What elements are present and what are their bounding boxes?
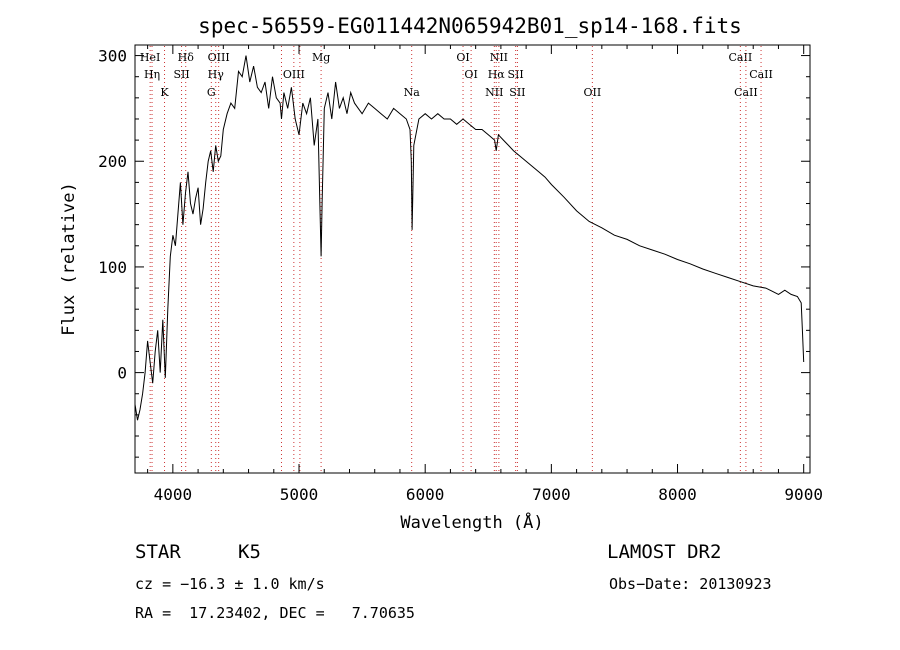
line-marker-label: NII [485,86,503,99]
line-marker-label: CaII [729,51,753,64]
line-marker-label: HeI [140,51,160,64]
x-tick-label: 7000 [532,485,571,504]
line-marker-label: Hγ [208,68,225,81]
x-axis-label: Wavelength (Å) [400,511,543,533]
line-marker-label: OIII [283,68,305,81]
line-marker-label: Hα [488,68,506,81]
x-tick-label: 9000 [784,485,823,504]
spectrum-series [134,55,805,421]
x-tick-label: 5000 [280,485,319,504]
line-marker-label: OI [464,68,477,81]
line-marker-label: Hη [144,68,160,81]
y-tick-label: 200 [98,152,127,171]
line-marker-label: OIII [208,51,230,64]
line-marker-label: CaII [749,68,773,81]
y-tick-label: 100 [98,258,127,277]
line-marker-label: Mg [312,51,330,64]
plot-frame [134,44,811,474]
coordinates: RA = 17.23402, DEC = 7.70635 [135,604,415,622]
y-axis-label: Flux (relative) [59,182,79,336]
line-marker-label: Hδ [178,51,195,64]
line-marker-label: Na [404,86,421,99]
line-marker-label: CaII [734,86,758,99]
x-tick-label: 4000 [154,485,193,504]
axis-ticks: 4000 5000 6000 7000 8000 9000 0 100 200 300 [98,45,823,504]
spectrum-line [134,55,805,421]
redshift-value: cz = −16.3 ± 1.0 km/s [135,575,325,593]
y-tick-label: 300 [98,47,127,66]
x-tick-label: 8000 [658,485,697,504]
line-marker-label: OI [456,51,469,64]
object-subclass: K5 [238,541,261,563]
object-class: STAR [135,541,181,563]
x-tick-label: 6000 [406,485,445,504]
line-marker-label: NII [490,51,508,64]
line-marker-label: SII [509,86,525,99]
line-marker-label: SII [173,68,189,81]
y-tick-label: 0 [117,364,127,383]
line-marker-label: G [207,86,216,99]
line-marker-label: SII [508,68,524,81]
observation-date: Obs−Date: 20130923 [609,575,772,593]
survey-name: LAMOST DR2 [607,541,722,563]
spectrum-chart: spec-56559-EG011442N065942B01_sp14-168.f… [59,14,823,533]
line-marker-label: OII [584,86,602,99]
chart-title: spec-56559-EG011442N065942B01_sp14-168.f… [198,14,742,38]
line-marker-label: K [160,86,169,99]
